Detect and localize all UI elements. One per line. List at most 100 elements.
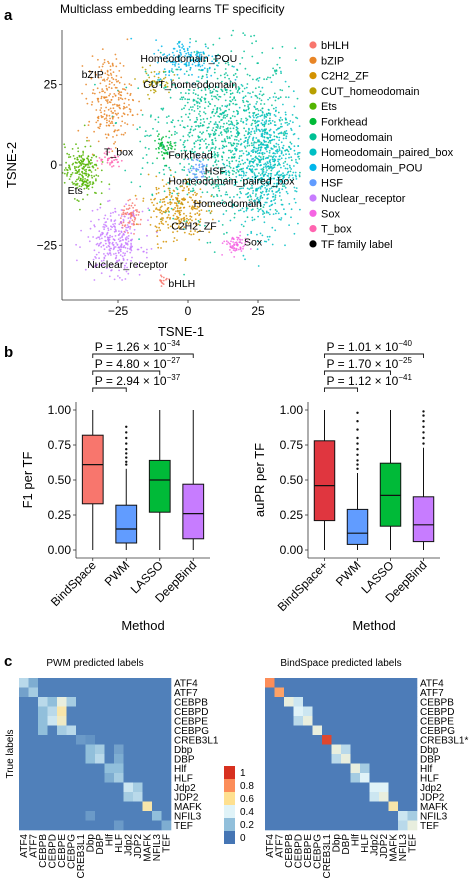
tsne-point — [215, 163, 218, 166]
tsne-point — [172, 61, 175, 63]
tsne-point — [165, 196, 168, 199]
tsne-point — [74, 169, 77, 172]
tsne-point — [225, 145, 228, 148]
row-label: CEBPE — [420, 716, 454, 727]
tsne-point — [122, 107, 125, 110]
heatmap-cell — [284, 811, 294, 821]
colorbar-swatch — [224, 805, 235, 818]
tsne-point — [235, 166, 238, 168]
outlier-point — [356, 436, 359, 440]
tsne-point — [173, 125, 176, 128]
tsne-point — [233, 203, 236, 206]
heatmap-cell — [133, 706, 143, 717]
tsne-point — [233, 247, 236, 250]
tsne-point — [189, 178, 192, 181]
heatmap-cell — [293, 697, 304, 707]
heatmap-cell — [66, 744, 77, 755]
tsne-point — [254, 150, 257, 153]
tsne-point — [264, 201, 267, 204]
tsne-point — [239, 209, 242, 212]
tsne-point — [223, 138, 226, 141]
tsne-point — [183, 126, 186, 129]
tsne-point — [193, 51, 196, 53]
tsne-point — [196, 205, 199, 208]
tsne-point — [195, 100, 198, 103]
colorbar-swatch — [224, 792, 235, 805]
tsne-point — [176, 197, 179, 200]
tsne-point — [211, 181, 214, 183]
tsne-point — [182, 199, 184, 201]
tsne-point — [192, 189, 195, 192]
tsne-point — [248, 129, 250, 131]
heatmap-cell — [341, 811, 351, 821]
tsne-point — [105, 136, 108, 139]
tsne-point — [90, 171, 93, 173]
heatmap-cell — [142, 773, 153, 783]
tsne-point — [247, 138, 249, 141]
heatmap-cell — [161, 763, 172, 774]
tsne-point — [162, 136, 165, 139]
heatmap-cell — [379, 754, 389, 764]
tsne-point — [150, 114, 152, 117]
tsne-point — [274, 202, 277, 205]
tsne-point — [121, 239, 124, 241]
tsne-point — [94, 71, 97, 74]
tsne-point — [96, 167, 99, 170]
heatmap-cell — [28, 725, 39, 736]
tsne-point — [159, 206, 162, 209]
tsne-point — [262, 171, 265, 173]
heatmap-cell — [284, 725, 294, 736]
tsne-point — [172, 240, 175, 243]
tsne-point — [157, 246, 160, 249]
tsne-point — [283, 130, 286, 133]
tsne-point — [204, 43, 207, 46]
tsne-point — [160, 205, 163, 208]
tsne-point — [211, 90, 214, 93]
tsne-point — [103, 78, 106, 81]
tsne-point — [223, 73, 226, 76]
heatmap-cell — [76, 820, 86, 831]
tsne-point — [271, 158, 274, 161]
tsne-point — [260, 99, 263, 102]
tsne-point — [121, 224, 124, 227]
tsne-point — [284, 113, 287, 116]
tsne-point — [124, 89, 127, 91]
tsne-point — [202, 151, 205, 154]
tsne-point — [82, 198, 84, 201]
tsne-point — [165, 220, 167, 223]
tsne-point — [108, 101, 111, 103]
heatmap-cell — [95, 678, 105, 688]
heatmap-cell — [152, 687, 162, 698]
tsne-point — [198, 147, 201, 150]
tsne-point — [210, 184, 213, 186]
outlier-point — [125, 442, 128, 445]
tsne-point — [168, 189, 171, 192]
tsne-point — [173, 74, 176, 76]
tsne-point — [236, 113, 239, 116]
tsne-point — [234, 184, 237, 186]
heatmap-cell — [152, 735, 162, 745]
heatmap-cell — [161, 811, 172, 821]
tsne-point — [211, 155, 214, 158]
tsne-point — [219, 109, 222, 111]
tsne-point — [277, 127, 279, 130]
tsne-point — [299, 171, 301, 174]
tsne-point — [216, 195, 219, 198]
tsne-point — [251, 187, 254, 189]
heatmap-cell — [360, 820, 370, 831]
tsne-point — [149, 81, 152, 84]
tsne-point — [69, 156, 72, 158]
tsne-point — [250, 96, 253, 98]
heatmap-cell — [47, 773, 58, 783]
tsne-point — [278, 148, 281, 150]
heatmap-cell — [114, 725, 124, 736]
heatmap-cell — [265, 754, 275, 764]
tsne-point — [127, 237, 130, 240]
tsne-point — [189, 215, 192, 218]
tsne-point — [242, 247, 244, 250]
tsne-point — [247, 141, 249, 144]
tsne-point — [165, 164, 168, 167]
tsne-point — [176, 73, 179, 76]
tsne-point — [189, 54, 192, 56]
heatmap-cell — [161, 706, 172, 717]
